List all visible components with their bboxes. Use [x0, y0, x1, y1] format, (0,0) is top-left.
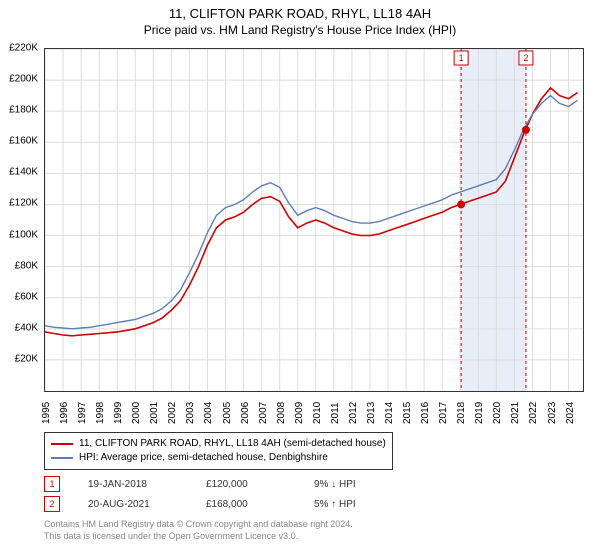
x-tick-label: 2016 — [420, 402, 431, 424]
x-tick-label: 2015 — [402, 402, 413, 424]
x-tick-label: 1999 — [113, 402, 124, 424]
x-tick-label: 2022 — [528, 402, 539, 424]
footer-line2: This data is licensed under the Open Gov… — [44, 530, 353, 542]
legend-swatch — [51, 457, 73, 459]
x-tick-label: 2019 — [474, 402, 485, 424]
sale-delta: 5% ↑ HPI — [314, 499, 356, 510]
x-tick-label: 1996 — [59, 402, 70, 424]
legend-swatch — [51, 443, 73, 445]
x-tick-label: 2006 — [240, 402, 251, 424]
legend-label: HPI: Average price, semi-detached house,… — [79, 451, 328, 465]
x-tick-label: 2023 — [547, 402, 558, 424]
chart-container: 11, CLIFTON PARK ROAD, RHYL, LL18 4AH Pr… — [0, 0, 600, 560]
y-tick-label: £140K — [9, 167, 38, 178]
y-tick-label: £160K — [9, 136, 38, 147]
x-tick-label: 2020 — [492, 402, 503, 424]
footer-note: Contains HM Land Registry data © Crown c… — [44, 518, 353, 542]
sale-price: £168,000 — [206, 499, 286, 510]
y-tick-label: £80K — [15, 260, 38, 271]
sale-delta: 9% ↓ HPI — [314, 479, 356, 490]
sale-row: 2 20-AUG-2021 £168,000 5% ↑ HPI — [44, 494, 356, 514]
chart-title: 11, CLIFTON PARK ROAD, RHYL, LL18 4AH — [0, 6, 600, 21]
plot-svg: 12 — [45, 49, 583, 391]
y-tick-label: £100K — [9, 229, 38, 240]
y-tick-label: £40K — [15, 322, 38, 333]
y-tick-label: £180K — [9, 105, 38, 116]
x-tick-label: 2014 — [384, 402, 395, 424]
x-tick-label: 2008 — [276, 402, 287, 424]
x-tick-label: 1998 — [95, 402, 106, 424]
y-axis: £20K £40K £60K £80K £100K £120K £140K £160K £180… — [0, 48, 42, 392]
x-tick-label: 2000 — [131, 402, 142, 424]
x-tick-label: 2007 — [258, 402, 269, 424]
y-tick-label: £220K — [9, 43, 38, 54]
legend: 11, CLIFTON PARK ROAD, RHYL, LL18 4AH (s… — [44, 432, 393, 470]
y-tick-label: £60K — [15, 291, 38, 302]
footer-line1: Contains HM Land Registry data © Crown c… — [44, 518, 353, 530]
x-tick-label: 2024 — [565, 402, 576, 424]
x-tick-label: 1995 — [41, 402, 52, 424]
x-tick-label: 2005 — [222, 402, 233, 424]
svg-text:1: 1 — [459, 53, 464, 63]
x-axis: 1995 1996 1997 1998 1999 2000 2001 2002 2003 2004… — [44, 394, 584, 428]
x-tick-label: 2011 — [330, 402, 341, 424]
x-tick-label: 2010 — [312, 402, 323, 424]
y-tick-label: £20K — [15, 353, 38, 364]
sale-price: £120,000 — [206, 479, 286, 490]
x-tick-label: 2018 — [456, 402, 467, 424]
y-tick-label: £200K — [9, 74, 38, 85]
sales-table: 1 19-JAN-2018 £120,000 9% ↓ HPI 2 20-AUG-2021… — [44, 474, 356, 514]
sale-date: 19-JAN-2018 — [88, 479, 178, 490]
sale-marker-box: 1 — [44, 476, 60, 492]
x-tick-label: 1997 — [77, 402, 88, 424]
y-tick-label: £120K — [9, 198, 38, 209]
x-tick-label: 2004 — [203, 402, 214, 424]
x-tick-label: 2002 — [167, 402, 178, 424]
legend-label: 11, CLIFTON PARK ROAD, RHYL, LL18 4AH (s… — [79, 437, 386, 451]
title-block: 11, CLIFTON PARK ROAD, RHYL, LL18 4AH Pr… — [0, 0, 600, 37]
x-tick-label: 2001 — [149, 402, 160, 424]
x-tick-label: 2021 — [510, 402, 521, 424]
x-tick-label: 2013 — [366, 402, 377, 424]
x-tick-label: 2009 — [294, 402, 305, 424]
sale-marker-box: 2 — [44, 496, 60, 512]
plot-area: 12 — [44, 48, 584, 392]
legend-item: 11, CLIFTON PARK ROAD, RHYL, LL18 4AH (s… — [51, 437, 386, 451]
sale-date: 20-AUG-2021 — [88, 499, 178, 510]
x-tick-label: 2017 — [438, 402, 449, 424]
x-tick-label: 2012 — [348, 402, 359, 424]
svg-text:2: 2 — [523, 53, 528, 63]
x-tick-label: 2003 — [185, 402, 196, 424]
chart-subtitle: Price paid vs. HM Land Registry's House … — [0, 23, 600, 37]
sale-row: 1 19-JAN-2018 £120,000 9% ↓ HPI — [44, 474, 356, 494]
legend-item: HPI: Average price, semi-detached house,… — [51, 451, 386, 465]
